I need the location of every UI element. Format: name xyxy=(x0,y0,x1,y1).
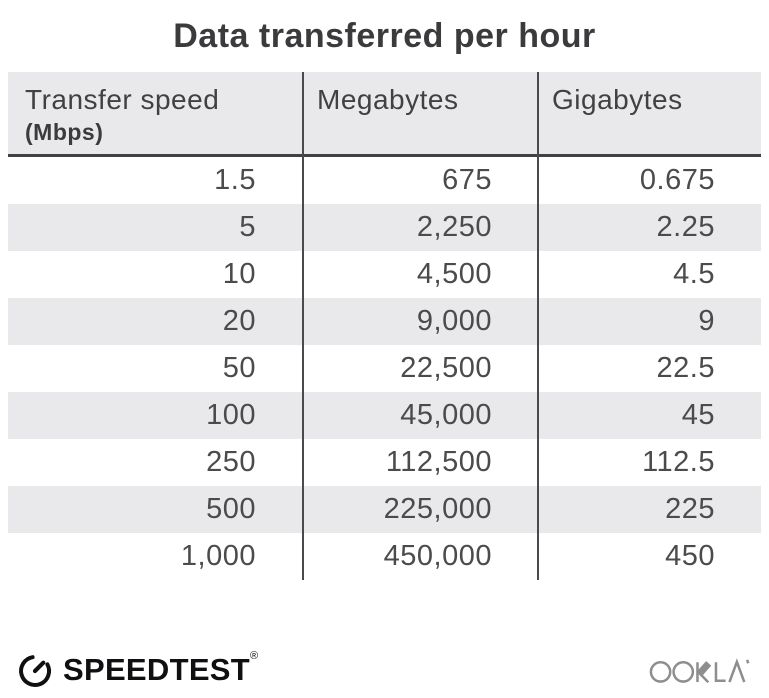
brand-name: SPEEDTEST xyxy=(63,652,251,687)
table-row: 50 22,500 22.5 xyxy=(8,345,761,392)
column-header-gigabytes: Gigabytes xyxy=(538,72,761,154)
cell-speed: 250 xyxy=(206,446,256,478)
cell-speed: 50 xyxy=(222,352,256,384)
cell-gigabytes: 45 xyxy=(681,399,715,431)
column-header-label: Transfer speed xyxy=(25,84,220,115)
cell-megabytes: 9,000 xyxy=(416,305,492,337)
cell-gigabytes: 0.675 xyxy=(639,164,715,196)
ookla-logo: OOKLA xyxy=(649,652,755,688)
cell-speed: 10 xyxy=(222,258,256,290)
cell-megabytes: 450,000 xyxy=(383,540,492,572)
column-header-label: Megabytes xyxy=(317,84,459,115)
cell-megabytes: 225,000 xyxy=(383,493,492,525)
cell-speed: 500 xyxy=(206,493,256,525)
table-row: 5 2,250 2.25 xyxy=(8,204,761,251)
data-table: Transfer speed (Mbps) Megabytes Gigabyte… xyxy=(8,72,761,580)
table-row: 10 4,500 4.5 xyxy=(8,251,761,298)
column-divider xyxy=(302,72,304,580)
page-title: Data transferred per hour xyxy=(173,17,596,55)
speedtest-wordmark: SPEEDTEST® xyxy=(63,650,259,688)
speedtest-gauge-icon xyxy=(19,655,52,687)
cell-gigabytes: 2.25 xyxy=(656,211,715,243)
table-row: 1,000 450,000 450 xyxy=(8,533,761,580)
column-header-unit: (Mbps) xyxy=(25,119,104,145)
column-divider xyxy=(537,72,539,580)
cell-speed: 5 xyxy=(239,211,256,243)
cell-speed: 1,000 xyxy=(180,540,256,572)
cell-megabytes: 22,500 xyxy=(400,352,492,384)
table-row: 100 45,000 45 xyxy=(8,392,761,439)
footer: SPEEDTEST® OOKLA xyxy=(16,648,755,692)
column-header-megabytes: Megabytes xyxy=(303,72,538,154)
table-row: 20 9,000 9 xyxy=(8,298,761,345)
column-header-label: Gigabytes xyxy=(552,84,683,115)
table-row: 250 112,500 112.5 xyxy=(8,439,761,486)
cell-gigabytes: 112.5 xyxy=(642,446,715,478)
cell-megabytes: 4,500 xyxy=(416,258,492,290)
registered-trademark-symbol: ® xyxy=(250,650,259,662)
cell-megabytes: 2,250 xyxy=(416,211,492,243)
cell-speed: 20 xyxy=(222,305,256,337)
table-row: 500 225,000 225 xyxy=(8,486,761,533)
cell-gigabytes: 22.5 xyxy=(656,352,715,384)
ookla-wordmark-icon: OOKLA xyxy=(649,658,750,684)
cell-gigabytes: 9 xyxy=(698,305,715,337)
speedtest-logo: SPEEDTEST® xyxy=(16,650,259,689)
table-row: 1.5 675 0.675 xyxy=(8,157,761,204)
cell-megabytes: 675 xyxy=(442,164,492,196)
cell-gigabytes: 450 xyxy=(665,540,715,572)
table-header-row: Transfer speed (Mbps) Megabytes Gigabyte… xyxy=(8,72,761,157)
cell-gigabytes: 225 xyxy=(665,493,715,525)
column-header-transfer-speed: Transfer speed (Mbps) xyxy=(8,72,303,154)
table-body: 1.5 675 0.675 5 2,250 2.25 10 4,500 4.5 … xyxy=(8,157,761,580)
cell-megabytes: 45,000 xyxy=(400,399,492,431)
cell-speed: 1.5 xyxy=(214,164,256,196)
cell-speed: 100 xyxy=(206,399,256,431)
cell-gigabytes: 4.5 xyxy=(673,258,715,290)
cell-megabytes: 112,500 xyxy=(385,446,492,478)
